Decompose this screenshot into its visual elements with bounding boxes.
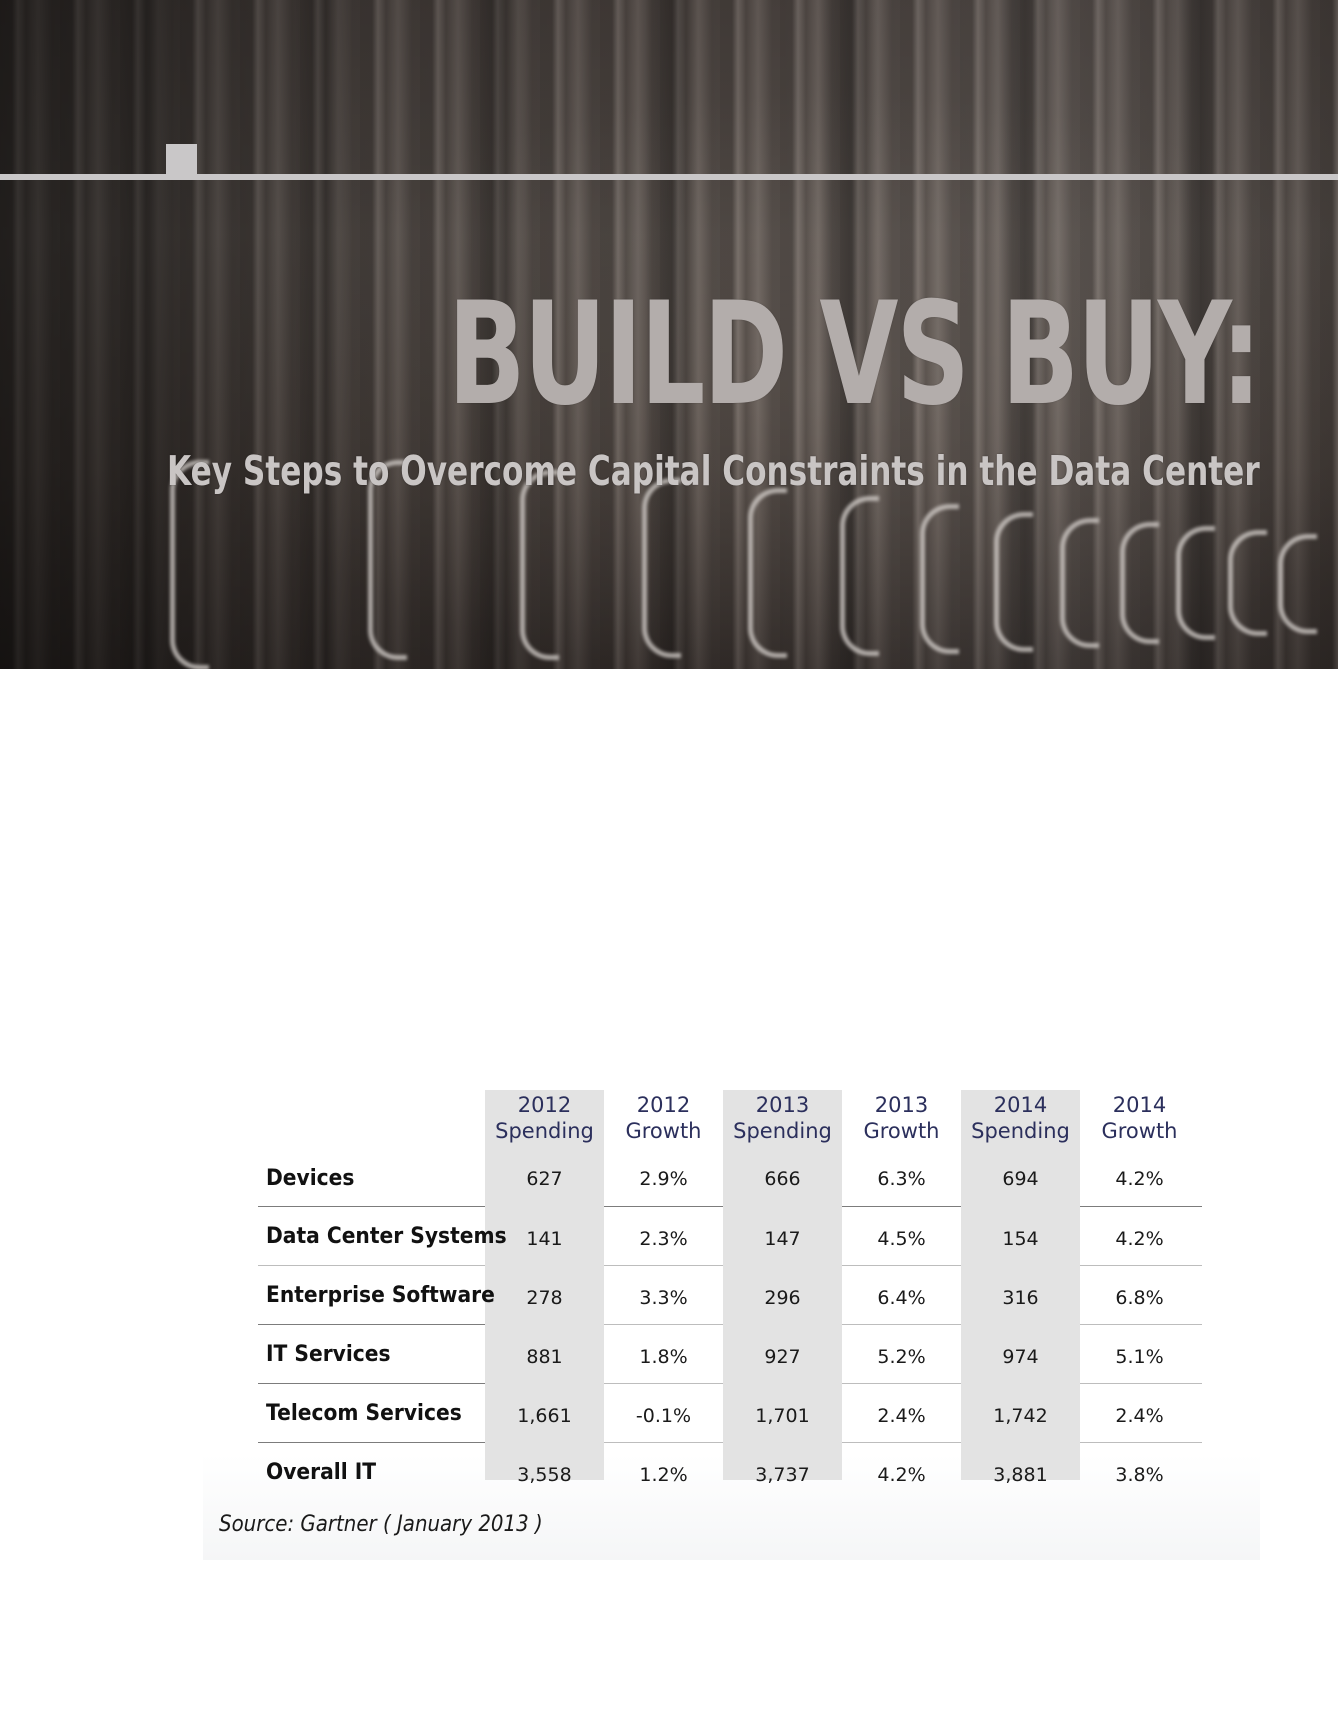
rack-handle-graphic bbox=[368, 460, 407, 660]
rack-handle-graphic bbox=[840, 496, 879, 656]
source-citation: Source: Gartner ( January 2013 ) bbox=[219, 1512, 543, 1537]
column-shade-2013-spending bbox=[723, 1090, 842, 1480]
table-cell: 1,701 bbox=[755, 1405, 810, 1427]
row-divider bbox=[842, 1206, 961, 1207]
table-cell: 927 bbox=[764, 1346, 801, 1368]
row-divider bbox=[842, 1265, 961, 1266]
table-cell: 141 bbox=[526, 1228, 563, 1250]
row-divider bbox=[842, 1383, 961, 1384]
row-divider bbox=[258, 1442, 485, 1443]
row-label-overall-it: Overall IT bbox=[266, 1460, 377, 1485]
row-divider bbox=[604, 1442, 723, 1443]
table-cell: 1.2% bbox=[639, 1464, 688, 1486]
table-cell: 296 bbox=[764, 1287, 801, 1309]
table-cell: 4.2% bbox=[1115, 1228, 1164, 1250]
rack-handle-graphic bbox=[920, 504, 959, 654]
row-divider bbox=[258, 1324, 485, 1325]
hero-divider-line bbox=[0, 174, 1338, 180]
table-cell: 4.2% bbox=[1115, 1168, 1164, 1190]
row-divider bbox=[258, 1206, 485, 1207]
table-cell: 2.4% bbox=[877, 1405, 926, 1427]
table-cell: 3,737 bbox=[755, 1464, 810, 1486]
rack-handle-graphic bbox=[994, 512, 1033, 652]
table-cell: 974 bbox=[1002, 1346, 1039, 1368]
header-2013-growth: 2013 Growth bbox=[863, 1093, 940, 1143]
table-cell: 4.2% bbox=[877, 1464, 926, 1486]
page-subtitle: Key Steps to Overcome Capital Constraint… bbox=[167, 447, 1260, 495]
rack-handle-graphic bbox=[748, 488, 787, 658]
table-cell: 5.2% bbox=[877, 1346, 926, 1368]
table-cell: 6.3% bbox=[877, 1168, 926, 1190]
rack-handle-graphic bbox=[1228, 530, 1267, 636]
it-spending-table: 2012 Spending 2012 Growth 2013 Spending … bbox=[203, 1080, 1260, 1560]
rack-handle-graphic bbox=[1060, 518, 1099, 648]
header-2013-spending: 2013 Spending bbox=[733, 1093, 832, 1143]
table-cell: 4.5% bbox=[877, 1228, 926, 1250]
row-label-it-services: IT Services bbox=[266, 1342, 391, 1367]
table-cell: 1.8% bbox=[639, 1346, 688, 1368]
column-shade-2014-spending bbox=[961, 1090, 1080, 1480]
row-divider bbox=[604, 1206, 723, 1207]
row-divider bbox=[604, 1383, 723, 1384]
table-cell: 3.8% bbox=[1115, 1464, 1164, 1486]
row-divider bbox=[604, 1324, 723, 1325]
table-cell: 2.9% bbox=[639, 1168, 688, 1190]
table-cell: 666 bbox=[764, 1168, 801, 1190]
row-divider bbox=[1080, 1206, 1202, 1207]
table-cell: 2.3% bbox=[639, 1228, 688, 1250]
rack-handle-graphic bbox=[520, 470, 559, 660]
table-cell: 881 bbox=[526, 1346, 563, 1368]
row-divider bbox=[1080, 1383, 1202, 1384]
table-cell: -0.1% bbox=[635, 1405, 692, 1427]
row-divider bbox=[842, 1324, 961, 1325]
row-label-data-center-systems: Data Center Systems bbox=[266, 1224, 507, 1249]
rack-handle-graphic bbox=[1176, 526, 1215, 640]
table-cell: 694 bbox=[1002, 1168, 1039, 1190]
table-cell: 6.4% bbox=[877, 1287, 926, 1309]
table-cell: 1,661 bbox=[517, 1405, 572, 1427]
table-cell: 147 bbox=[764, 1228, 801, 1250]
table-cell: 278 bbox=[526, 1287, 563, 1309]
table-cell: 154 bbox=[1002, 1228, 1039, 1250]
table-cell: 3.3% bbox=[639, 1287, 688, 1309]
rack-handle-graphic bbox=[1120, 522, 1159, 644]
table-cell: 316 bbox=[1002, 1287, 1039, 1309]
table-cell: 2.4% bbox=[1115, 1405, 1164, 1427]
row-label-telecom-services: Telecom Services bbox=[266, 1401, 462, 1426]
table-cell: 1,742 bbox=[993, 1405, 1048, 1427]
row-divider bbox=[258, 1265, 485, 1266]
row-divider bbox=[1080, 1265, 1202, 1266]
table-cell: 3,881 bbox=[993, 1464, 1048, 1486]
table-cell: 5.1% bbox=[1115, 1346, 1164, 1368]
row-label-enterprise-software: Enterprise Software bbox=[266, 1283, 495, 1308]
header-2014-spending: 2014 Spending bbox=[971, 1093, 1070, 1143]
row-label-devices: Devices bbox=[266, 1166, 355, 1191]
header-2012-spending: 2012 Spending bbox=[495, 1093, 594, 1143]
table-cell: 627 bbox=[526, 1168, 563, 1190]
row-divider bbox=[1080, 1442, 1202, 1443]
row-divider bbox=[258, 1383, 485, 1384]
rack-handle-graphic bbox=[642, 478, 681, 658]
header-2014-growth: 2014 Growth bbox=[1101, 1093, 1178, 1143]
page-title: BUILD VS BUY: bbox=[448, 272, 1262, 437]
table-cell: 3,558 bbox=[517, 1464, 572, 1486]
hero-divider-tab bbox=[166, 144, 197, 176]
rack-handle-graphic bbox=[170, 460, 209, 669]
hero-vignette bbox=[0, 0, 1338, 669]
rack-handle-graphic bbox=[1278, 534, 1317, 634]
hero-banner: BUILD VS BUY: Key Steps to Overcome Capi… bbox=[0, 0, 1338, 669]
table-cell: 6.8% bbox=[1115, 1287, 1164, 1309]
row-divider bbox=[1080, 1324, 1202, 1325]
row-divider bbox=[842, 1442, 961, 1443]
row-divider bbox=[604, 1265, 723, 1266]
header-2012-growth: 2012 Growth bbox=[625, 1093, 702, 1143]
column-shade-2012-spending bbox=[485, 1090, 604, 1480]
